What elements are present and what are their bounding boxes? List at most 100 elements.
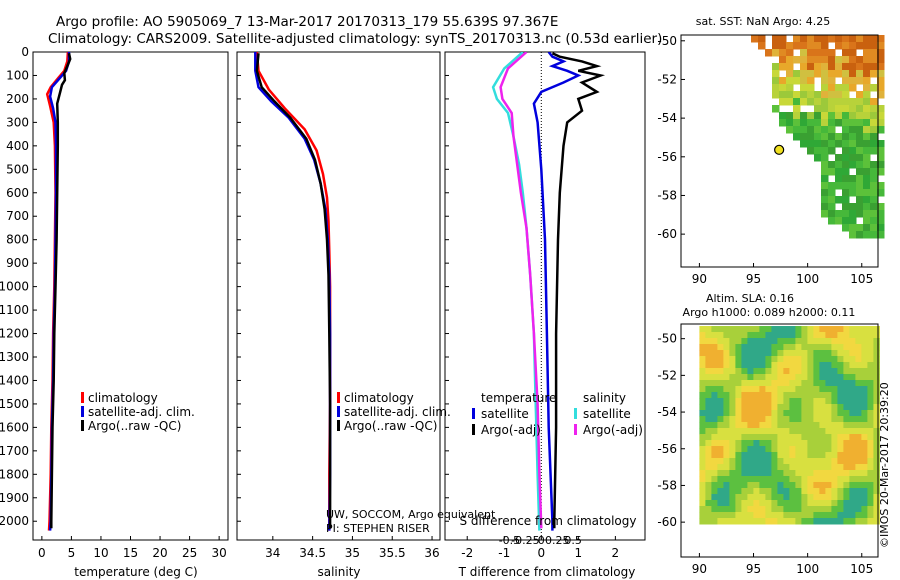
series-line-salinity-satellite — [491, 52, 541, 531]
sst-cell — [863, 42, 871, 50]
sla-cell — [723, 380, 730, 387]
sla-cell — [873, 368, 880, 375]
sla-cell — [807, 386, 814, 393]
sla-cell — [723, 446, 730, 453]
sst-cell — [842, 105, 850, 113]
sla-cell — [765, 518, 772, 525]
sla-cell — [771, 476, 778, 483]
sla-cell — [861, 488, 868, 495]
sla-cell — [705, 338, 712, 345]
sla-cell — [849, 518, 856, 525]
sla-cell — [729, 392, 736, 399]
sla-cell — [705, 398, 712, 405]
map-frame — [680, 323, 879, 558]
sst-cell — [863, 105, 871, 113]
sst-cell — [835, 63, 843, 71]
sla-map-title-2: Argo h1000: 0.089 h2000: 0.11 — [683, 306, 856, 319]
sla-cell — [759, 482, 766, 489]
sla-cell — [861, 518, 868, 525]
sla-cell — [831, 506, 838, 513]
sla-cell — [711, 422, 718, 429]
sla-cell — [783, 434, 790, 441]
sla-cell — [741, 374, 748, 381]
sst-cell — [793, 42, 801, 50]
sst-cell — [842, 154, 850, 162]
sla-cell — [873, 428, 880, 435]
sla-cell — [723, 458, 730, 465]
sst-cell — [807, 49, 815, 57]
sst-cell — [849, 56, 857, 64]
sla-cell — [789, 374, 796, 381]
sla-cell — [855, 398, 862, 405]
sla-cell — [783, 446, 790, 453]
sla-cell — [741, 362, 748, 369]
sla-cell — [723, 500, 730, 507]
sla-cell — [813, 356, 820, 363]
sst-cell — [828, 84, 836, 92]
sla-cell — [789, 338, 796, 345]
sla-cell — [729, 518, 736, 525]
sla-cell — [849, 500, 856, 507]
sst-cell — [863, 56, 871, 64]
sla-cell — [795, 356, 802, 363]
sla-cell — [789, 506, 796, 513]
sst-cell — [821, 210, 829, 218]
sla-cell — [765, 476, 772, 483]
sla-cell — [705, 356, 712, 363]
sst-cell — [842, 182, 850, 190]
sla-cell — [795, 332, 802, 339]
sst-cell — [828, 98, 836, 106]
sst-cell — [828, 196, 836, 204]
sla-cell — [783, 392, 790, 399]
sla-cell — [855, 512, 862, 519]
series-line-temperature-argo-adj- — [551, 52, 606, 529]
sla-cell — [753, 392, 760, 399]
sla-cell — [717, 434, 724, 441]
sst-cell — [800, 42, 808, 50]
sla-cell — [723, 440, 730, 447]
sst-cell — [842, 63, 850, 71]
sla-cell — [795, 374, 802, 381]
sla-cell — [867, 434, 874, 441]
sla-cell — [855, 350, 862, 357]
sst-cell — [856, 63, 864, 71]
sla-cell — [741, 428, 748, 435]
sla-cell — [843, 434, 850, 441]
sla-cell — [837, 344, 844, 351]
sla-cell — [801, 446, 808, 453]
sst-cell — [800, 119, 808, 127]
sst-cell — [807, 140, 815, 148]
sst-map-panel: sat. SST: NaN Argo: 4.25 90 95 100 105 -50 -5… — [657, 15, 885, 286]
sla-cell — [819, 494, 826, 501]
sla-cell — [813, 458, 820, 465]
sst-cell — [842, 196, 850, 204]
sla-cell — [729, 506, 736, 513]
sst-cell — [877, 105, 885, 113]
sla-cell — [825, 500, 832, 507]
sla-cell — [837, 500, 844, 507]
sla-cell — [789, 386, 796, 393]
sla-cell — [837, 458, 844, 465]
sst-cell — [807, 35, 815, 43]
sla-cell — [711, 476, 718, 483]
sla-cell — [855, 440, 862, 447]
sla-cell — [711, 344, 718, 351]
sla-cell — [831, 356, 838, 363]
sla-cell — [759, 392, 766, 399]
sst-cell — [870, 70, 878, 78]
sst-cell — [835, 182, 843, 190]
sla-cell — [807, 392, 814, 399]
sla-cell — [819, 356, 826, 363]
sla-cell — [735, 476, 742, 483]
sla-cell — [753, 410, 760, 417]
sla-cell — [717, 512, 724, 519]
sla-cell — [789, 404, 796, 411]
legend-swatch — [81, 392, 84, 403]
sla-cell — [699, 338, 706, 345]
sla-cell — [789, 368, 796, 375]
sla-cell — [759, 374, 766, 381]
sla-cell — [789, 398, 796, 405]
sla-cell — [777, 458, 784, 465]
sst-cell — [856, 196, 864, 204]
sla-cell — [789, 518, 796, 525]
